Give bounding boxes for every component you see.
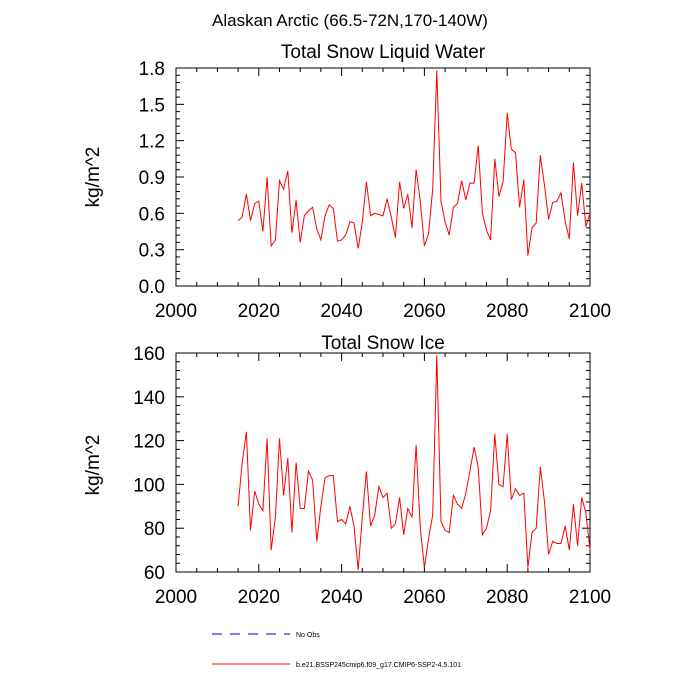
x-tick-label: 2000 [155,587,197,608]
y-tick-label: 0.3 [139,241,165,262]
series-line [237,355,591,570]
y-tick-label: 1.2 [139,132,165,153]
figure-suptitle: Alaskan Arctic (66.5-72N,170-140W) [212,11,488,30]
y-tick-label: 60 [144,563,165,584]
series-line [237,70,591,256]
chart-title-snow-liquid-water: Total Snow Liquid Water [280,42,486,63]
panel-snow-ice: 2000 2020 2040 2060 2080 2100 60 80 100 120 140 160 [133,344,611,608]
x-tick-label: 2060 [403,301,445,322]
x-tick-label: 2040 [320,301,362,322]
y-tick-label: 160 [133,344,165,365]
x-tick-label: 2080 [486,587,528,608]
x-tick-label: 2040 [320,587,362,608]
x-tick-label: 2060 [403,587,445,608]
x-tick-label: 2020 [238,587,280,608]
x-tick-label: 2000 [155,301,197,322]
x-tick-label: 2100 [569,587,611,608]
x-tick-label: 2080 [486,301,528,322]
legend-label: b.e21.BSSP245cmip6.f09_g17.CMIP6-SSP2-4.… [296,662,461,669]
chart-title-snow-ice: Total Snow Ice [321,333,445,354]
y-tick-label: 1.5 [139,95,165,116]
y-tick-label: 80 [144,519,165,540]
y-tick-label: 120 [133,432,165,453]
x-tick-label: 2020 [238,301,280,322]
x-tick-label: 2100 [569,301,611,322]
y-tick-label: 1.8 [139,59,165,80]
plot-frame [175,352,591,573]
panel-snow-liquid-water: 2000 2020 2040 2060 2080 2100 0.0 0.3 0.6 0.9 1.2 1… [139,59,612,322]
legend: No Obs b.e21.BSSP245cmip6.f09_g17.CMIP6-S… [212,632,461,669]
y-tick-label: 100 [133,475,165,496]
legend-label: No Obs [296,632,320,639]
y-tick-label: 0.0 [139,277,165,298]
y-tick-label: 0.9 [139,168,165,189]
y-tick-label: 140 [133,388,165,409]
y-tick-label: 0.6 [139,204,165,225]
